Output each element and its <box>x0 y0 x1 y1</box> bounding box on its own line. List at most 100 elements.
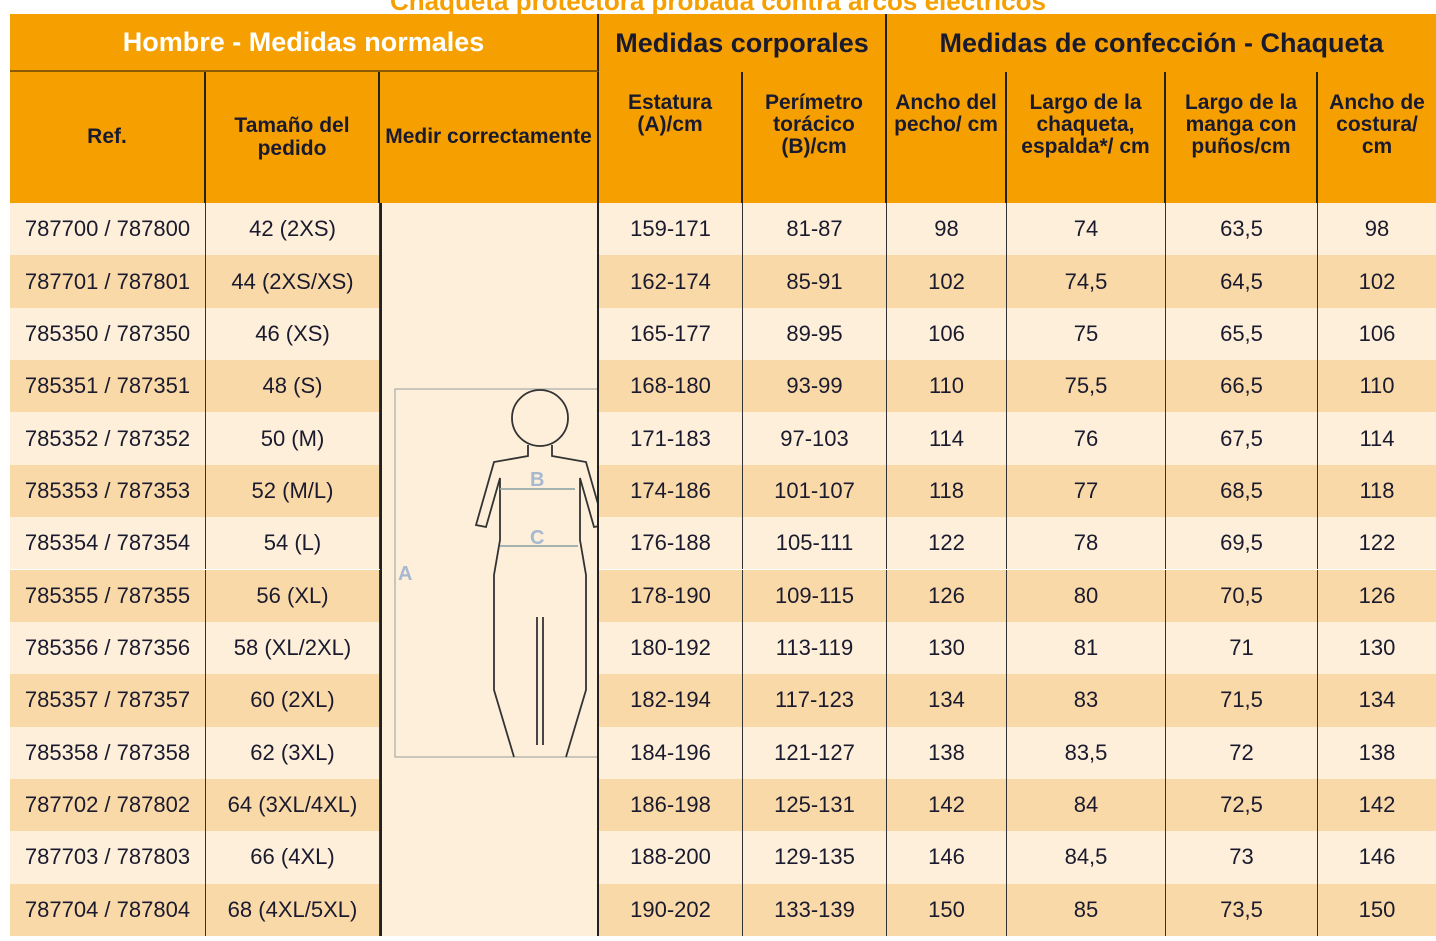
table-cell: 81 <box>1007 621 1166 675</box>
table-cell: 165-177 <box>599 307 743 361</box>
table-cell: 146 <box>887 831 1007 884</box>
table-cell: 44 (2XS/XS) <box>206 255 380 308</box>
table-cell: 190-202 <box>599 883 743 936</box>
column-header: Estatura (A)/cm <box>599 72 743 203</box>
table-cell: 142 <box>1318 778 1436 832</box>
table-cell: 69,5 <box>1166 517 1318 570</box>
table-cell: 785355 / 787355 <box>10 569 206 622</box>
table-cell: 126 <box>1318 569 1436 622</box>
table-cell: 785352 / 787352 <box>10 412 206 465</box>
column-header: Tamaño del pedido <box>206 72 380 203</box>
table-cell: 126 <box>887 569 1007 622</box>
table-cell: 42 (2XS) <box>206 203 380 256</box>
table-cell: 66,5 <box>1166 360 1318 413</box>
table-cell: 785357 / 787357 <box>10 674 206 727</box>
table-cell: 73,5 <box>1166 883 1318 936</box>
table-cell: 118 <box>887 464 1007 518</box>
column-header: Perímetro torácico (B)/cm <box>743 72 887 203</box>
table-cell: 787703 / 787803 <box>10 831 206 884</box>
table-cell: 77 <box>1007 464 1166 518</box>
group-header: Hombre - Medidas normales <box>10 14 599 72</box>
table-cell: 75,5 <box>1007 360 1166 413</box>
table-cell: 180-192 <box>599 621 743 675</box>
table-cell: 130 <box>887 621 1007 675</box>
table-cell: 133-139 <box>743 883 887 936</box>
table-cell: 101-107 <box>743 464 887 518</box>
table-cell: 186-198 <box>599 778 743 832</box>
table-cell: 102 <box>887 255 1007 308</box>
table-cell: 56 (XL) <box>206 569 380 622</box>
table-cell: 138 <box>1318 726 1436 779</box>
table-cell: 60 (2XL) <box>206 674 380 727</box>
column-header: Largo de la chaqueta, espalda*/ cm <box>1007 72 1166 203</box>
title: Chaqueta protectora probada contra arcos… <box>390 0 1046 16</box>
table-cell: 171-183 <box>599 412 743 465</box>
table-cell: 73 <box>1166 831 1318 884</box>
table-cell: 122 <box>887 517 1007 570</box>
table-cell: 150 <box>1318 883 1436 936</box>
column-header: Ref. <box>10 72 206 203</box>
table-cell: 98 <box>887 203 1007 256</box>
table-cell: 105-111 <box>743 517 887 570</box>
table-cell: 787702 / 787802 <box>10 778 206 832</box>
group-header: Medidas de confección - Chaqueta <box>887 14 1436 72</box>
table-cell: 64 (3XL/4XL) <box>206 778 380 832</box>
table-cell: 93-99 <box>743 360 887 413</box>
table-cell: 85-91 <box>743 255 887 308</box>
table-cell: 63,5 <box>1166 203 1318 256</box>
table-cell: 81-87 <box>743 203 887 256</box>
measure-figure: A B C <box>380 203 606 936</box>
table-cell: 110 <box>1318 360 1436 413</box>
table-cell: 68,5 <box>1166 464 1318 518</box>
table-cell: 54 (L) <box>206 517 380 570</box>
table-cell: 130 <box>1318 621 1436 675</box>
table-cell: 174-186 <box>599 464 743 518</box>
table-cell: 785356 / 787356 <box>10 621 206 675</box>
table-cell: 83,5 <box>1007 726 1166 779</box>
table-cell: 76 <box>1007 412 1166 465</box>
table-cell: 67,5 <box>1166 412 1318 465</box>
table-cell: 188-200 <box>599 831 743 884</box>
table-cell: 50 (M) <box>206 412 380 465</box>
table-cell: 98 <box>1318 203 1436 256</box>
table-cell: 110 <box>887 360 1007 413</box>
table-cell: 78 <box>1007 517 1166 570</box>
table-cell: 80 <box>1007 569 1166 622</box>
table-cell: 122 <box>1318 517 1436 570</box>
table-cell: 97-103 <box>743 412 887 465</box>
table-cell: 150 <box>887 883 1007 936</box>
table-cell: 46 (XS) <box>206 307 380 361</box>
table-cell: 787701 / 787801 <box>10 255 206 308</box>
table-cell: 114 <box>887 412 1007 465</box>
table-cell: 182-194 <box>599 674 743 727</box>
table-cell: 75 <box>1007 307 1166 361</box>
table-cell: 134 <box>887 674 1007 727</box>
table-cell: 114 <box>1318 412 1436 465</box>
table-cell: 106 <box>1318 307 1436 361</box>
figure-label: C <box>530 527 544 549</box>
table-cell: 134 <box>1318 674 1436 727</box>
column-header: Medir correctamente <box>380 72 599 203</box>
table-cell: 168-180 <box>599 360 743 413</box>
column-header: Ancho del pecho/ cm <box>887 72 1007 203</box>
table-cell: 58 (XL/2XL) <box>206 621 380 675</box>
table-cell: 66 (4XL) <box>206 831 380 884</box>
table-cell: 118 <box>1318 464 1436 518</box>
table-cell: 109-115 <box>743 569 887 622</box>
table-cell: 129-135 <box>743 831 887 884</box>
figure-label: B <box>530 469 544 491</box>
table-cell: 85 <box>1007 883 1166 936</box>
table-cell: 125-131 <box>743 778 887 832</box>
table-cell: 48 (S) <box>206 360 380 413</box>
table-cell: 62 (3XL) <box>206 726 380 779</box>
table-cell: 68 (4XL/5XL) <box>206 883 380 936</box>
group-header: Medidas corporales <box>599 14 887 72</box>
table-cell: 89-95 <box>743 307 887 361</box>
table-cell: 787700 / 787800 <box>10 203 206 256</box>
table-cell: 84 <box>1007 778 1166 832</box>
body-diagram: A B C <box>394 388 606 758</box>
table-cell: 121-127 <box>743 726 887 779</box>
table-cell: 785358 / 787358 <box>10 726 206 779</box>
table-cell: 178-190 <box>599 569 743 622</box>
figure-label: A <box>398 563 412 585</box>
